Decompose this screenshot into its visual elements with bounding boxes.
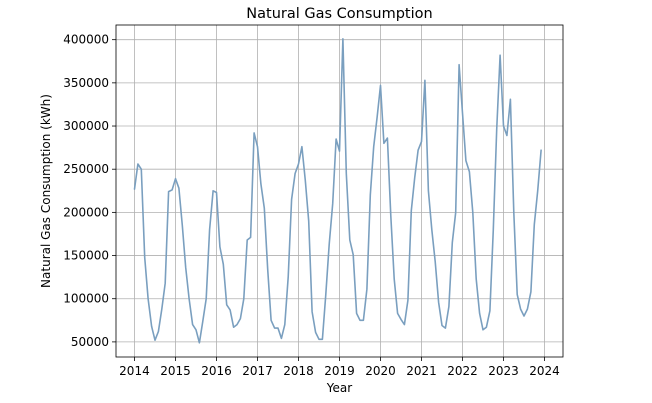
x-tick-label: 2019 bbox=[324, 364, 355, 378]
y-axis-ticks: 50000 100000 150000 200000 250000 300000 35000… bbox=[63, 33, 116, 349]
x-tick-label: 2015 bbox=[160, 364, 191, 378]
chart-title: Natural Gas Consumption bbox=[246, 6, 432, 22]
x-tick-label: 2021 bbox=[406, 364, 437, 378]
x-tick-label: 2022 bbox=[447, 364, 478, 378]
x-tick-label: 2020 bbox=[365, 364, 396, 378]
x-tick-label: 2024 bbox=[529, 364, 560, 378]
y-tick-label: 250000 bbox=[63, 162, 109, 176]
y-tick-label: 300000 bbox=[63, 119, 109, 133]
y-tick-label: 350000 bbox=[63, 76, 109, 90]
grid bbox=[116, 25, 563, 357]
y-tick-label: 100000 bbox=[63, 292, 109, 306]
x-tick-label: 2017 bbox=[242, 364, 273, 378]
y-tick-label: 50000 bbox=[71, 335, 109, 349]
series-line bbox=[133, 37, 542, 344]
y-tick-label: 400000 bbox=[63, 33, 109, 47]
x-axis-ticks: 2014 2015 2016 2017 2018 2019 2020 2021 2022 2023… bbox=[119, 357, 560, 378]
x-tick-label: 2018 bbox=[283, 364, 314, 378]
x-tick-label: 2016 bbox=[201, 364, 232, 378]
x-tick-label: 2023 bbox=[488, 364, 519, 378]
x-tick-label: 2014 bbox=[119, 364, 150, 378]
x-axis-label: Year bbox=[326, 381, 352, 395]
series-layer bbox=[133, 37, 542, 344]
y-tick-label: 150000 bbox=[63, 249, 109, 263]
y-tick-label: 200000 bbox=[63, 205, 109, 219]
y-axis-label: Natural Gas Consumption (kWh) bbox=[39, 94, 53, 288]
